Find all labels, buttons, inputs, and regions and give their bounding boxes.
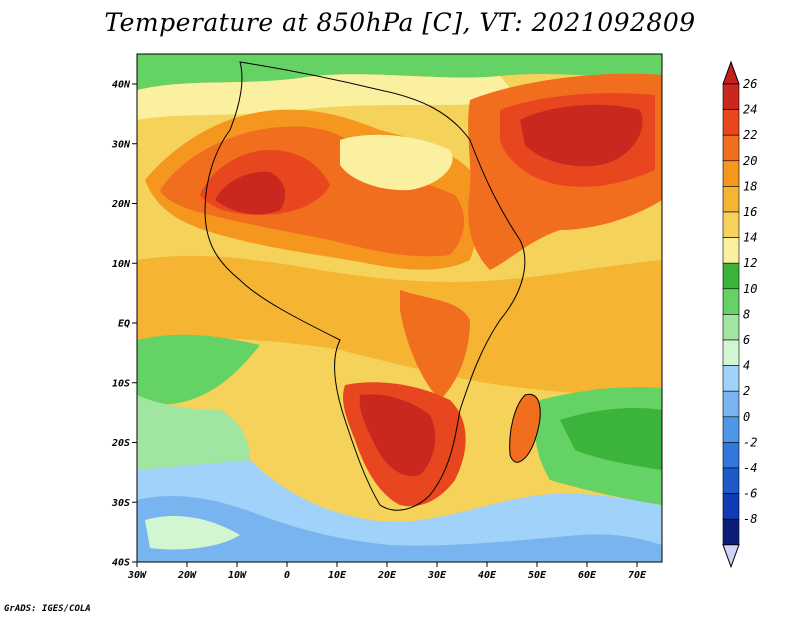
chart-title: Temperature at 850hPa [C], VT: 202109280… bbox=[104, 8, 696, 37]
colorbar-swatch bbox=[722, 186, 740, 213]
colorbar-swatch bbox=[722, 262, 740, 290]
lon-tick-labels: 30W 20W 10W 0 10E 20E 30E 40E 50E 60E 70E bbox=[127, 562, 647, 581]
colorbar-swatch bbox=[722, 365, 740, 392]
colorbar-bottom-arrow bbox=[722, 544, 740, 569]
colorbar-label: 8 bbox=[743, 307, 750, 321]
colorbar-swatch bbox=[722, 339, 740, 366]
colorbar-swatch bbox=[722, 109, 740, 136]
lat-tick-labels: 40N 30N 20N 10N EQ 10S 20S 30S 40S bbox=[111, 80, 137, 569]
lat-tick-label: 10S bbox=[112, 378, 130, 389]
lon-tick-label: 50E bbox=[528, 570, 547, 581]
colorbar-label: 10 bbox=[743, 282, 757, 296]
lon-tick-label: 10E bbox=[328, 570, 347, 581]
colorbar-swatch bbox=[722, 493, 740, 520]
colorbar-label: 12 bbox=[743, 256, 757, 270]
colorbar-swatch bbox=[722, 134, 740, 162]
colorbar-label: 16 bbox=[743, 205, 757, 219]
colorbar-swatch bbox=[722, 467, 740, 494]
lon-tick-label: 20W bbox=[177, 570, 197, 581]
colorbar-swatch bbox=[722, 442, 740, 469]
colorbar-label: 2 bbox=[743, 384, 750, 398]
temperature-field bbox=[137, 54, 662, 562]
grads-credit: GrADS: IGES/COLA bbox=[4, 604, 91, 614]
colorbar-swatch bbox=[722, 518, 740, 546]
lon-tick-label: 20E bbox=[377, 570, 397, 581]
colorbar-label: 0 bbox=[743, 410, 750, 424]
lat-tick-label: EQ bbox=[118, 319, 130, 330]
colorbar-label: -6 bbox=[743, 487, 757, 501]
colorbar-label: 14 bbox=[743, 231, 757, 245]
lon-tick-label: 60E bbox=[578, 570, 597, 581]
lat-tick-label: 40N bbox=[112, 80, 131, 91]
colorbar-label: 18 bbox=[743, 179, 757, 193]
colorbar-swatch bbox=[722, 83, 740, 110]
lon-tick-label: 30E bbox=[427, 570, 447, 581]
colorbar-swatch bbox=[722, 288, 740, 315]
colorbar-swatch bbox=[722, 237, 740, 264]
colorbar-top-arrow bbox=[722, 60, 740, 85]
lat-tick-label: 20S bbox=[111, 438, 130, 449]
lon-tick-label: 40E bbox=[478, 570, 497, 581]
lon-tick-label: 30W bbox=[127, 570, 147, 581]
colorbar-label: 20 bbox=[743, 154, 757, 168]
lat-tick-label: 20N bbox=[111, 199, 131, 210]
colorbar-label: 24 bbox=[743, 103, 757, 117]
colorbar-label: -4 bbox=[743, 461, 757, 475]
lat-tick-label: 40S bbox=[112, 558, 130, 569]
colorbar-label: 6 bbox=[743, 333, 750, 347]
lon-tick-label: 70E bbox=[628, 570, 647, 581]
colorbar-label: -2 bbox=[743, 435, 757, 449]
colorbar-swatch bbox=[722, 211, 740, 238]
lat-tick-label: 10N bbox=[112, 259, 131, 270]
lat-tick-label: 30S bbox=[111, 498, 130, 509]
colorbar-label: 4 bbox=[743, 359, 750, 373]
colorbar-swatch bbox=[722, 314, 740, 341]
lon-tick-label: 10W bbox=[228, 570, 247, 581]
colorbar-label: 26 bbox=[743, 77, 757, 91]
colorbar-label: 22 bbox=[743, 128, 757, 142]
lat-tick-label: 30N bbox=[111, 139, 131, 150]
lon-tick-label: 0 bbox=[284, 570, 290, 581]
colorbar-label: -8 bbox=[743, 512, 757, 526]
colorbar-swatch bbox=[722, 390, 740, 418]
map-border bbox=[136, 53, 663, 563]
colorbar-swatch bbox=[722, 160, 740, 187]
colorbar-swatch bbox=[722, 416, 740, 443]
